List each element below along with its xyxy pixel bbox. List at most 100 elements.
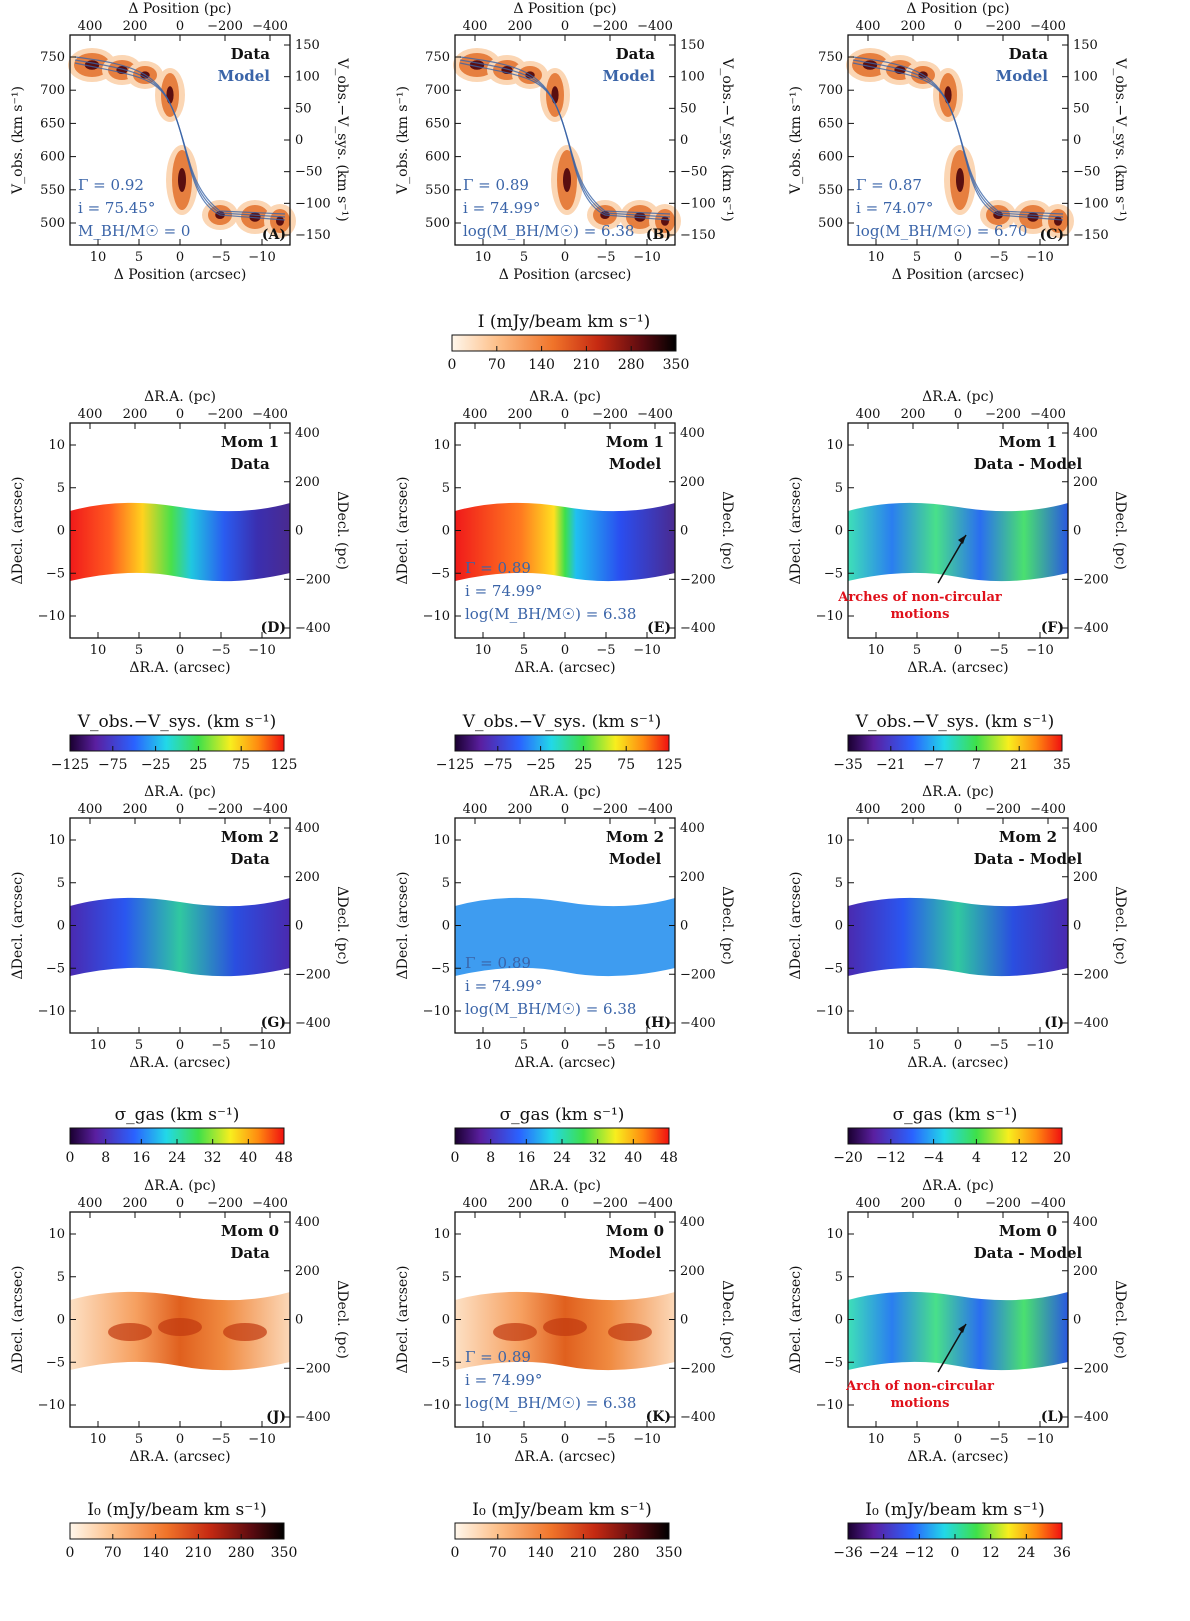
map-panel: 10 5 0 −5 −10 400 200 0 −200 −400 10 5 0 −5 −10 400 200 0… [10, 784, 350, 1071]
left-axis-title: ΔDecl. (arcsec) [10, 1266, 26, 1374]
x-tick-label: 10 [90, 643, 107, 658]
y2-tick-label: 0 [680, 133, 688, 148]
y2-tick-label: −200 [680, 572, 716, 587]
y2-tick-label: 0 [1073, 133, 1081, 148]
fit-parameter: i = 74.07° [856, 199, 933, 217]
colorbar-tick-label: 0 [66, 1150, 75, 1166]
top-tick-label: −200 [207, 19, 243, 34]
y2-tick-label: −400 [1073, 1016, 1109, 1031]
y-tick-label: −5 [431, 961, 450, 976]
left-axis-title: ΔDecl. (arcsec) [788, 1266, 804, 1374]
top-tick-label: −200 [207, 802, 243, 817]
fit-parameter: log(M_BH/M☉) = 6.38 [465, 605, 636, 623]
panel-title: Mom 0 [221, 1222, 279, 1240]
y-tick-label: −10 [423, 1398, 450, 1413]
colorbar: I₀ (mJy/beam km s⁻¹) −36 −24 −12 0 12 24 36 [833, 1500, 1071, 1561]
y-tick-label: 550 [818, 183, 843, 198]
y-tick-label: −10 [423, 1004, 450, 1019]
map-panel: 10 5 0 −5 −10 400 200 0 −200 −400 10 5 0 −5 −10 400 200 0… [395, 389, 735, 676]
colorbar-gradient [847, 734, 1063, 752]
y-tick-label: 650 [40, 116, 65, 131]
colorbar-title: σ_gas (km s⁻¹) [893, 1105, 1018, 1125]
y-tick-label: 5 [835, 876, 843, 891]
y2-tick-label: −400 [680, 1016, 716, 1031]
top-tick-label: 0 [176, 407, 184, 422]
panel-title: Mom 2 [999, 828, 1057, 846]
x-tick-label: −5 [596, 1038, 615, 1053]
flux-peak [158, 1318, 202, 1336]
y2-tick-label: 200 [1073, 870, 1098, 885]
y-tick-label: 0 [442, 919, 450, 934]
top-tick-label: 400 [463, 19, 488, 34]
panel-label: (F) [1041, 620, 1064, 636]
top-tick-label: −400 [252, 802, 288, 817]
colorbar-tick-label: 21 [1010, 757, 1028, 773]
y-tick-label: −10 [816, 1004, 843, 1019]
top-tick-label: 400 [78, 802, 103, 817]
top-tick-label: 200 [123, 1196, 148, 1211]
y2-tick-label: 100 [295, 70, 320, 85]
y-tick-label: 500 [40, 216, 65, 231]
y2-tick-label: 0 [680, 1313, 688, 1328]
top-tick-label: 200 [901, 1196, 926, 1211]
x-tick-label: −10 [1026, 643, 1053, 658]
y2-tick-label: 200 [680, 1264, 705, 1279]
y-tick-label: 650 [818, 116, 843, 131]
y-tick-label: 10 [433, 438, 450, 453]
fit-parameter: Γ = 0.89 [465, 559, 531, 577]
y-tick-label: 5 [835, 1270, 843, 1285]
colorbar-tick-label: 75 [232, 757, 250, 773]
arrow-head [958, 535, 966, 544]
top-tick-label: 400 [463, 1196, 488, 1211]
top-tick-label: 200 [508, 1196, 533, 1211]
emission-peak [178, 168, 186, 192]
flux-peak [108, 1323, 152, 1341]
y2-tick-label: −200 [1073, 1361, 1109, 1376]
colorbar: I (mJy/beam km s⁻¹) 0 70 140 210 280 350 [448, 312, 690, 373]
x-tick-label: 0 [954, 1038, 962, 1053]
right-axis-title: ΔDecl. (pc) [1112, 491, 1128, 570]
y-tick-label: −5 [431, 566, 450, 581]
x-tick-label: 0 [176, 250, 184, 265]
colorbar-tick-label: 125 [271, 757, 298, 773]
colorbar-gradient [69, 1522, 285, 1540]
y-tick-label: 0 [57, 1313, 65, 1328]
x-tick-label: 0 [561, 1432, 569, 1447]
colorbar-tick-label: 8 [486, 1150, 495, 1166]
y2-tick-label: −100 [680, 196, 716, 211]
y2-tick-label: 50 [680, 101, 697, 116]
x-tick-label: 5 [913, 1432, 921, 1447]
colorbar-tick-label: 24 [168, 1150, 186, 1166]
emission-peak [661, 216, 669, 226]
top-tick-label: 400 [78, 407, 103, 422]
right-axis-title: ΔDecl. (pc) [719, 491, 735, 570]
x-tick-label: 10 [868, 250, 885, 265]
legend-model: Model [996, 67, 1049, 85]
y-tick-label: 10 [48, 1227, 65, 1242]
x-tick-label: 5 [135, 1432, 143, 1447]
y2-tick-label: 200 [680, 475, 705, 490]
y2-tick-label: 200 [680, 870, 705, 885]
x-tick-label: 0 [954, 643, 962, 658]
legend-model: Model [218, 67, 271, 85]
colorbar-gradient [451, 334, 677, 352]
colorbar-tick-label: 140 [142, 1545, 169, 1561]
annotation-text: Arches of non-circular [837, 590, 1002, 605]
bottom-axis-title: ΔR.A. (arcsec) [907, 1055, 1008, 1071]
x-tick-label: 5 [913, 250, 921, 265]
x-tick-label: 0 [954, 250, 962, 265]
colorbar: I₀ (mJy/beam km s⁻¹) 0 70 140 210 280 350 [66, 1500, 298, 1561]
y2-tick-label: −200 [295, 967, 331, 982]
top-tick-label: 200 [901, 19, 926, 34]
panel-title: Mom 2 [221, 828, 279, 846]
bottom-axis-title: ΔR.A. (arcsec) [514, 660, 615, 676]
colorbar: V_obs.−V_sys. (km s⁻¹) −125 −75 −25 25 75 125 [436, 712, 683, 773]
colorbar-tick-label: −35 [833, 757, 863, 773]
top-tick-label: −400 [637, 407, 673, 422]
panel-label: (D) [261, 620, 286, 636]
emission-peak [166, 86, 174, 104]
colorbar-tick-label: 7 [972, 757, 981, 773]
annotation-arrow [937, 534, 967, 584]
x-tick-label: −10 [633, 643, 660, 658]
